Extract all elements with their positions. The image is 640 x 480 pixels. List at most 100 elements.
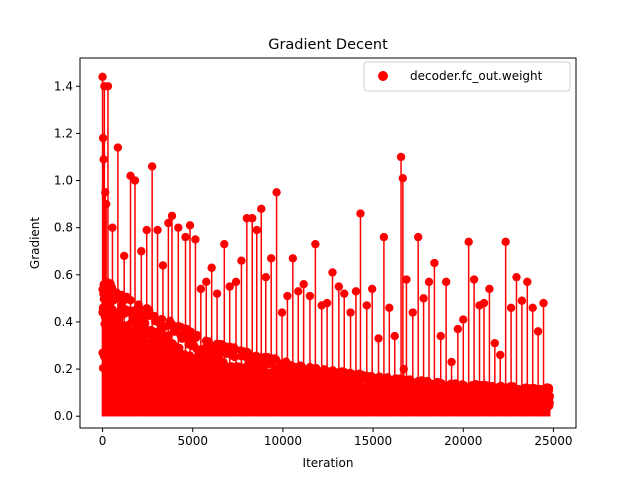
- spike-point: [396, 152, 406, 162]
- spike-point: [485, 284, 494, 294]
- spike-point: [261, 272, 270, 282]
- spike-point: [374, 334, 383, 343]
- data-point: [141, 319, 150, 328]
- data-point: [437, 379, 446, 388]
- spike-point: [231, 277, 241, 287]
- spike-point: [158, 261, 168, 270]
- data-point: [153, 339, 163, 348]
- spike-point: [174, 223, 183, 232]
- legend-box: [363, 61, 571, 92]
- chart-title: Gradient Decent: [268, 37, 388, 53]
- x-tick-label: 25000: [534, 434, 572, 448]
- spike-point: [367, 284, 377, 294]
- spike-point: [266, 254, 276, 263]
- spike-point: [181, 232, 190, 242]
- spike-point: [196, 284, 206, 294]
- data-point: [137, 338, 147, 348]
- spike-point: [479, 298, 489, 308]
- marker-layer: [98, 72, 554, 411]
- legend: decoder.fc_out.weight: [363, 61, 571, 92]
- spike-point: [212, 289, 222, 298]
- spike-point: [328, 268, 337, 277]
- spike-point: [533, 327, 543, 336]
- y-tick-label: 0.0: [54, 409, 73, 423]
- data-point: [111, 327, 120, 337]
- spike-point: [346, 308, 355, 317]
- y-tick-label: 1.4: [54, 79, 73, 93]
- spike-point: [430, 258, 439, 268]
- data-point: [135, 303, 144, 313]
- spike-point: [147, 162, 157, 171]
- spike-point: [299, 280, 308, 289]
- spike-point: [167, 211, 177, 221]
- spike-point: [447, 357, 456, 367]
- spike-point: [191, 235, 200, 244]
- data-point: [157, 314, 167, 324]
- spike-point: [108, 223, 117, 232]
- spike-point: [464, 237, 473, 247]
- x-tick-label: 20000: [444, 434, 482, 448]
- spike-point: [153, 225, 162, 235]
- spike-point: [453, 324, 463, 334]
- spike-point: [305, 291, 315, 301]
- spike-point: [528, 303, 537, 313]
- spike-point: [436, 331, 445, 341]
- y-tick-label: 0.4: [54, 315, 73, 329]
- y-axis-label: Gradient: [28, 217, 42, 270]
- spike-point: [459, 315, 468, 324]
- x-tick-label: 5000: [177, 434, 208, 448]
- spike-point: [185, 221, 195, 230]
- spike-point: [322, 298, 332, 308]
- spike-point: [164, 218, 173, 228]
- spike-point: [98, 72, 107, 82]
- data-point: [163, 331, 173, 340]
- spike-point: [398, 173, 408, 183]
- spike-point: [424, 277, 434, 287]
- spike-point: [257, 204, 266, 214]
- spike-point: [207, 263, 216, 272]
- spike-point: [99, 155, 108, 164]
- spike-point: [402, 275, 411, 284]
- spike-point: [501, 237, 510, 247]
- x-tick-label: 10000: [264, 434, 302, 448]
- y-tick-label: 1.0: [54, 174, 73, 188]
- spike-point: [506, 303, 516, 313]
- spike-point: [220, 239, 229, 249]
- spike-point: [523, 277, 532, 287]
- spike-point: [248, 214, 257, 223]
- spike-point: [496, 350, 505, 360]
- spike-point: [252, 225, 261, 235]
- spike-point: [272, 188, 281, 197]
- spike-point: [101, 199, 111, 209]
- spike-point: [119, 251, 129, 261]
- spike-point: [237, 256, 246, 265]
- y-tick-label: 0.8: [54, 221, 73, 235]
- data-point: [204, 337, 213, 346]
- plot-area: [98, 72, 554, 417]
- data-point: [132, 356, 141, 365]
- spike-point: [130, 176, 140, 185]
- legend-entry-label: decoder.fc_out.weight: [410, 69, 543, 83]
- x-axis: 0 5000 10000 15000 20000 25000: [99, 428, 573, 448]
- spike-point: [311, 239, 320, 249]
- spike-point: [225, 282, 234, 291]
- x-tick-label: 15000: [354, 434, 392, 448]
- y-tick-label: 0.6: [54, 268, 73, 282]
- data-point: [545, 398, 554, 407]
- data-point: [105, 314, 114, 323]
- axes-frame: [79, 57, 577, 429]
- data-point: [126, 296, 135, 305]
- spike-point: [469, 275, 479, 284]
- spike-point: [512, 272, 521, 282]
- spike-point: [101, 188, 110, 197]
- spike-point: [399, 364, 408, 374]
- y-axis: 0.0 0.2 0.4 0.6 0.8 1.0 1.2 1.4: [54, 79, 80, 423]
- spike-point: [385, 303, 394, 313]
- spike-point: [419, 294, 428, 303]
- spike-point: [288, 254, 298, 263]
- data-point: [230, 352, 239, 362]
- spike-point: [277, 308, 287, 317]
- spike-point: [356, 209, 365, 218]
- spike-point: [539, 298, 548, 308]
